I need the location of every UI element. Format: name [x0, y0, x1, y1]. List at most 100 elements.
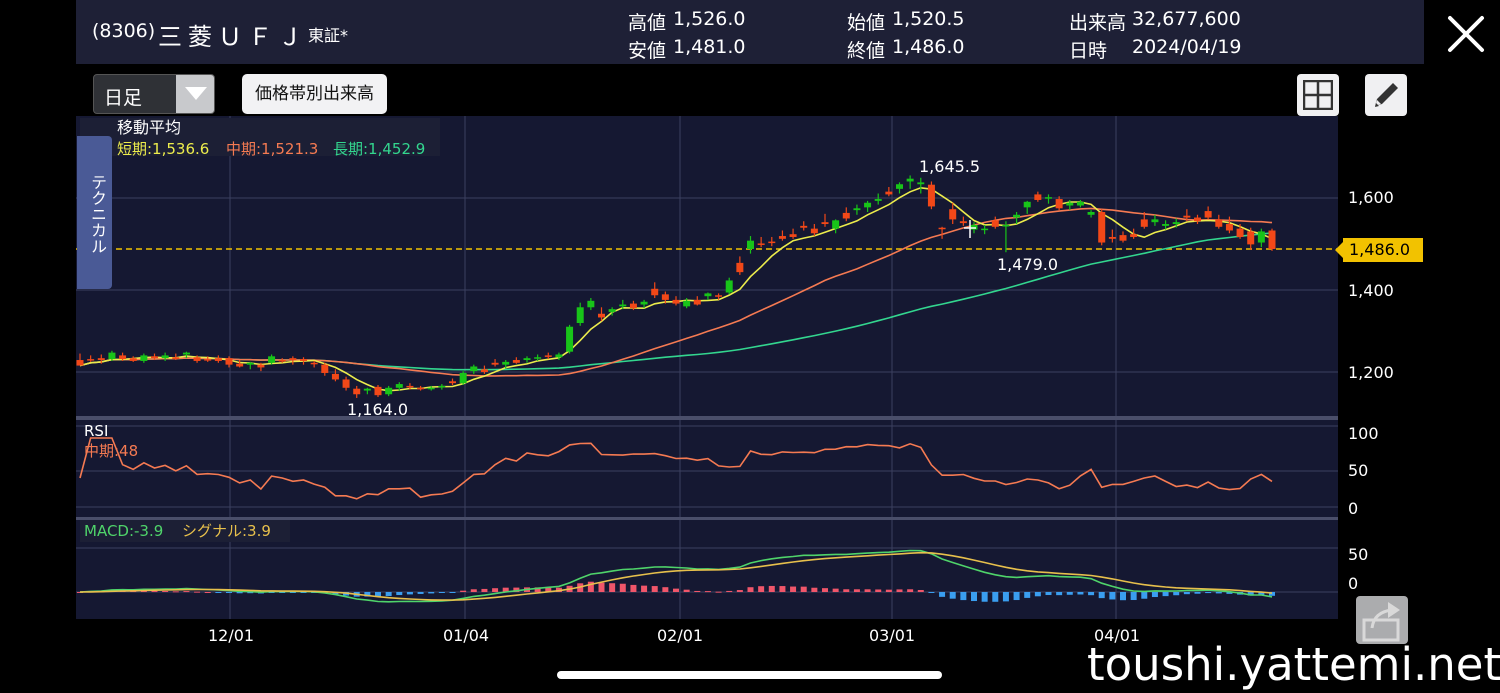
share-button[interactable] — [1356, 596, 1408, 644]
candle-body — [832, 220, 840, 229]
volume-by-price-button[interactable]: 価格帯別出来高 — [242, 74, 387, 114]
candle-body — [129, 358, 137, 361]
open-value: 1,520.5 — [892, 8, 965, 30]
macd-histogram-bar — [1045, 592, 1052, 596]
candle-body — [683, 300, 691, 307]
candle-body — [1162, 224, 1170, 226]
macd-histogram-bar — [726, 590, 733, 592]
macd-histogram-bar — [843, 589, 850, 592]
macd-histogram-bar — [332, 592, 339, 595]
candle-body — [438, 385, 446, 388]
candle-body — [800, 225, 808, 228]
macd-histogram-bar — [768, 585, 775, 592]
macd-histogram-bar — [662, 587, 669, 592]
volume-value: 32,677,600 — [1132, 8, 1241, 30]
edit-button[interactable] — [1365, 74, 1407, 116]
macd-histogram-bar — [364, 592, 371, 597]
x-label-0104: 01/04 — [443, 626, 489, 645]
candle-body — [906, 178, 914, 182]
candle-body — [896, 184, 903, 189]
macd-histogram-bar — [896, 589, 903, 592]
macd-histogram-bar — [1173, 592, 1180, 596]
macd-histogram-bar — [215, 592, 222, 593]
volume-label: 出来高 — [1069, 12, 1127, 34]
signal-label: シグナル:3.9 — [182, 522, 271, 540]
rsi-value-label: 中期:48 — [84, 442, 138, 460]
rsi-polyline — [79, 437, 1273, 500]
candle-body — [693, 299, 701, 305]
candle-body — [353, 388, 361, 395]
stock-code: (8306) — [92, 20, 156, 42]
macd-histogram-bar — [907, 589, 914, 592]
macd-histogram-bar — [598, 582, 605, 592]
candle-body — [161, 355, 169, 359]
chart-grid — [76, 116, 1338, 619]
technical-tab[interactable]: テクニカル — [77, 136, 112, 289]
macd-tick-50: 50 — [1348, 545, 1368, 564]
macd-histogram-bar — [417, 592, 424, 594]
dropdown-arrow[interactable] — [176, 75, 214, 113]
period-select[interactable]: 日足 — [93, 74, 215, 114]
candle-body — [385, 387, 393, 395]
candle-body — [97, 358, 105, 361]
macd-histogram-bar — [1269, 592, 1275, 596]
candle-body — [87, 359, 95, 361]
macd-histogram-bar — [704, 591, 711, 593]
macd-histogram-bar — [385, 592, 392, 597]
macd-histogram-bar — [470, 589, 477, 592]
macd-histogram-bar — [1141, 592, 1148, 599]
rsi-tick-100: 100 — [1348, 424, 1379, 443]
candle-body — [225, 358, 233, 365]
x-label-0301: 03/01 — [869, 626, 915, 645]
macd-histogram-bar — [481, 588, 488, 592]
candle-body — [1055, 199, 1063, 209]
candle-body — [321, 364, 329, 373]
candle-body — [278, 360, 286, 362]
candle-body — [427, 387, 435, 390]
ma-mid-label: 中期:1,521.3 — [226, 140, 318, 158]
candle-body — [1268, 230, 1276, 249]
candle-body — [1013, 214, 1021, 218]
rsi-title: RSI — [84, 422, 108, 440]
macd-histogram-bar — [1247, 592, 1254, 596]
candle-body — [810, 228, 818, 234]
macd-histogram-bar — [162, 590, 169, 592]
candle-body — [1194, 217, 1201, 222]
macd-histogram-bar — [1098, 592, 1105, 599]
macd-histogram-bar — [534, 587, 541, 592]
current-price-tag: 1,486.0 — [1335, 238, 1423, 262]
macd-histogram-bar — [609, 583, 616, 592]
macd-histogram-bar — [279, 592, 286, 593]
panel-separator — [76, 416, 1338, 420]
macd-histogram-bar — [247, 592, 254, 594]
candle-body — [1183, 215, 1191, 218]
high-label: 高値 — [628, 12, 667, 34]
candle-body — [1098, 211, 1106, 243]
candle-body — [544, 355, 552, 357]
candle-body — [853, 208, 861, 211]
candle-body — [576, 307, 584, 324]
close-button[interactable] — [1444, 12, 1488, 56]
macd-histogram-bar — [375, 592, 381, 597]
share-icon — [1362, 602, 1400, 642]
macd-histogram-bar — [630, 584, 637, 592]
macd-plot — [77, 549, 1275, 603]
candle-body — [449, 381, 456, 384]
candle-body — [1034, 194, 1042, 200]
candle-body — [715, 295, 723, 297]
macd-histogram-bar — [822, 588, 828, 592]
macd-histogram-bar — [1215, 592, 1222, 594]
cursor-cross-icon — [964, 220, 976, 238]
macd-histogram-bar — [651, 586, 658, 592]
candle-body — [289, 358, 297, 361]
candle-body — [661, 294, 669, 300]
macd-histogram-bar — [683, 589, 690, 592]
layout-button[interactable] — [1297, 74, 1339, 116]
candle-body — [246, 362, 254, 365]
macd-histogram-bar — [747, 587, 754, 592]
macd-histogram-bar — [811, 587, 818, 592]
low-annotation: 1,164.0 — [347, 400, 408, 419]
rsi-tick-50: 50 — [1348, 461, 1368, 480]
rsi-tick-0: 0 — [1348, 499, 1358, 518]
